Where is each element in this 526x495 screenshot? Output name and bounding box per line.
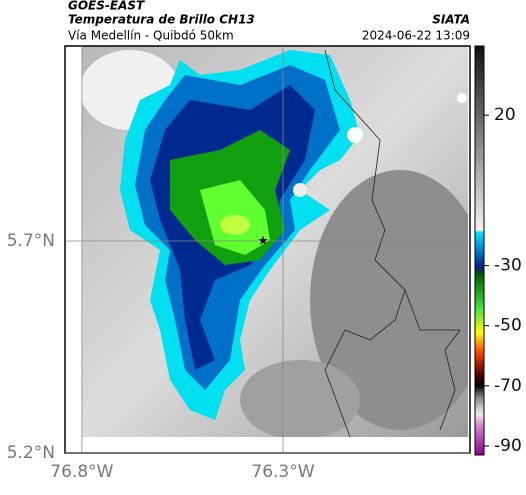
colorbar-tick-label: -30 — [494, 256, 522, 276]
axes: 76.8°W 76.3°W 5.7°N 5.2°N — [7, 46, 470, 482]
route: Vía Medellín - Quibdó 50km — [68, 29, 234, 43]
y-tick-label: 5.2°N — [7, 443, 55, 463]
colorbar-tick-label: -90 — [494, 436, 522, 456]
product: Temperatura de Brillo CH13 — [68, 13, 255, 27]
satellite: GOES-EAST — [68, 0, 145, 13]
colorbar-tick-label: -70 — [494, 376, 522, 396]
location-marker: ★ — [258, 234, 269, 248]
timestamp: 2024-06-22 13:09 — [362, 29, 470, 43]
colorbar — [474, 45, 485, 456]
x-tick-label: 76.3°W — [251, 462, 314, 482]
colorbar-axis: 20 -30 -50 -70 -90 — [484, 105, 522, 456]
y-tick-label: 5.7°N — [7, 231, 55, 251]
agency: SIATA — [432, 13, 470, 27]
x-tick-label: 76.8°W — [50, 462, 113, 482]
imagery — [82, 46, 468, 437]
colorbar-tick-label: 20 — [494, 105, 516, 125]
colorbar-tick-label: -50 — [494, 316, 522, 336]
